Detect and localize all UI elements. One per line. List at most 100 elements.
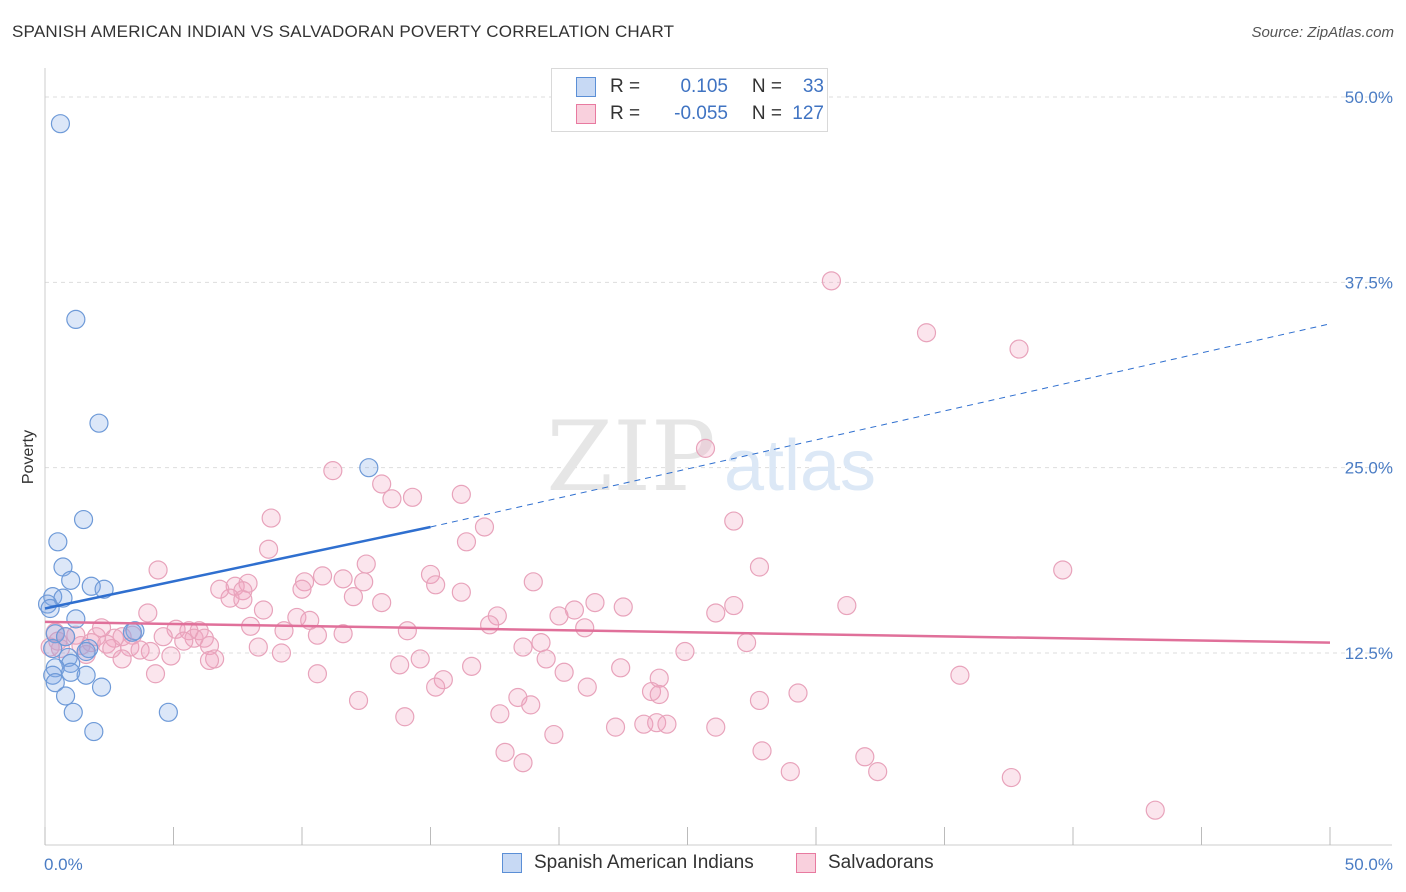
salvadoran-point: [837, 595, 857, 616]
spanish-american-indian-point: [66, 609, 86, 629]
bottom-legend: Spanish American Indians Salvadorans: [0, 852, 1406, 876]
salvadoran-point: [585, 592, 605, 613]
salvadoran-point: [390, 655, 410, 675]
salvadoran-point: [451, 484, 471, 504]
spanish-american-indian-point: [43, 638, 63, 659]
salvadoran-point: [210, 579, 230, 599]
x-tick-label: 50.0%: [1345, 855, 1393, 874]
salvadoran-point: [462, 656, 482, 676]
salvadoran-point: [253, 600, 274, 620]
salvadoran-point: [752, 741, 772, 761]
salvadoran-point: [348, 690, 369, 711]
spanish-american-indian-point: [45, 673, 65, 693]
salvadoran-point: [312, 566, 333, 586]
salvadoran-point: [451, 582, 471, 602]
salvadoran-point: [426, 677, 446, 697]
legend-r-label: R =: [610, 103, 641, 124]
salvadoran-point: [577, 677, 597, 697]
salvadoran-point: [271, 643, 292, 663]
salvadoran-point: [480, 615, 500, 635]
legend-row-blue: R = 0.105 N = 33: [576, 75, 824, 99]
y-axis-label: Poverty: [20, 430, 37, 484]
spanish-american-indian-point: [48, 532, 68, 552]
axes: [44, 68, 1392, 846]
salvadoran-point: [649, 684, 669, 705]
spanish-american-indian-point: [84, 721, 104, 742]
salvadoran-point: [402, 487, 423, 507]
salvadoran-point: [531, 633, 551, 653]
salvadoran-point: [356, 554, 376, 574]
salvadoran-point: [343, 587, 363, 607]
salvadoran-point: [354, 572, 374, 592]
bottom-legend-label: Spanish American Indians: [534, 852, 754, 873]
y-tick-label: 25.0%: [1345, 459, 1393, 478]
salvadoran-point: [749, 557, 770, 577]
salvadoran-point: [605, 717, 626, 737]
salvadoran-point: [174, 631, 194, 651]
salvadoran-point: [611, 658, 631, 678]
salvadoran-point: [153, 627, 173, 647]
pink-swatch: [796, 853, 816, 873]
bottom-legend-item-blue: Spanish American Indians: [502, 852, 754, 874]
salvadoran-point: [456, 532, 477, 552]
blue-trend-line: [44, 525, 431, 610]
salvadoran-point: [130, 640, 150, 660]
salvadoran-point: [575, 618, 595, 638]
salvadoran-point: [410, 649, 430, 669]
bottom-legend-label: Salvadorans: [828, 852, 934, 873]
trend-lines: [44, 323, 1331, 644]
x-tick-label: 0.0%: [44, 855, 83, 874]
salvadoran-point: [248, 637, 268, 657]
salvadoran-point: [706, 717, 726, 737]
legend-n-value: 33: [802, 76, 824, 97]
salvadoran-point: [521, 695, 541, 715]
spanish-american-indian-point: [79, 638, 99, 659]
source-label: Source: ZipAtlas.com: [1251, 24, 1394, 41]
legend-r-value: -0.055: [674, 103, 728, 124]
salvadoran-point: [292, 579, 312, 599]
spanish-american-indian-point: [94, 579, 114, 599]
spanish-american-indian-point: [76, 665, 96, 685]
salvadoran-point: [199, 650, 220, 671]
salvadoran-point: [395, 707, 415, 727]
spanish-american-indian-point: [43, 665, 63, 685]
salvadoran-point: [737, 633, 757, 653]
spanish-american-indian-point: [359, 458, 379, 478]
salvadoran-point: [307, 664, 328, 684]
salvadoran-point: [233, 590, 253, 610]
legend-r-value: 0.105: [680, 76, 728, 97]
spanish-american-indian-point: [73, 509, 94, 530]
pink-swatch: [576, 104, 596, 124]
salvadoran-point: [855, 747, 875, 767]
salvadoran-point: [433, 670, 453, 690]
salvadoran-point: [333, 569, 353, 589]
salvadoran-point: [544, 724, 564, 745]
chart-title: SPANISH AMERICAN INDIAN VS SALVADORAN PO…: [12, 22, 675, 41]
salvadoran-point: [706, 603, 726, 623]
salvadoran-point: [613, 597, 633, 617]
salvadoran-point: [821, 271, 842, 291]
salvadoran-point: [372, 474, 392, 494]
salvadoran-point: [1145, 800, 1165, 820]
y-tick-label: 37.5%: [1345, 273, 1393, 292]
salvadorans-points: [40, 271, 1165, 820]
legend-n-label: N =: [751, 76, 782, 97]
salvadoran-point: [749, 690, 770, 711]
salvadoran-point: [382, 489, 402, 509]
salvadoran-point: [490, 704, 510, 724]
salvadoran-point: [397, 621, 417, 641]
salvadoran-point: [513, 753, 533, 773]
spanish-american-indian-point: [158, 702, 178, 722]
salvadoran-point: [641, 681, 662, 702]
legend-n-value: 127: [792, 103, 824, 124]
salvadoran-point: [657, 714, 677, 734]
blue-swatch: [502, 853, 522, 873]
salvadoran-point: [916, 323, 937, 343]
legend-box: R = 0.105 N = 33 R = -0.055 N = 127: [551, 68, 828, 132]
legend-n-label: N =: [751, 103, 782, 124]
salvadoran-point: [950, 665, 970, 685]
spanish-american-indian-point: [76, 641, 96, 662]
salvadoran-point: [258, 539, 279, 559]
salvadoran-point: [1009, 339, 1029, 359]
